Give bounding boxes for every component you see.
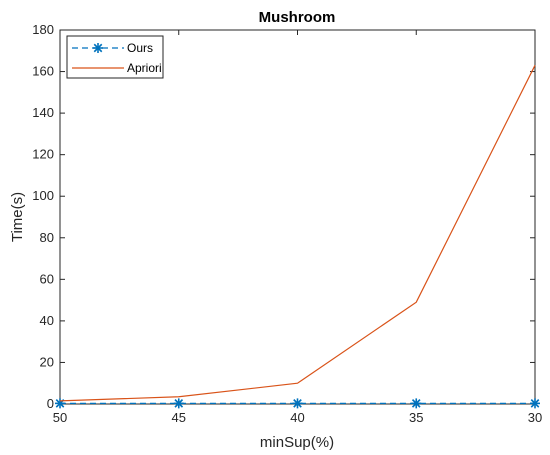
- data-point-ours: [292, 398, 303, 409]
- data-point-ours: [173, 398, 184, 409]
- legend-ours-marker: [93, 43, 103, 53]
- data-point-ours: [530, 398, 540, 409]
- x-tick-label: 35: [409, 410, 423, 425]
- asterisk-marker-icon: [93, 43, 103, 53]
- x-tick-label: 30: [528, 410, 542, 425]
- y-tick-label: 20: [40, 354, 54, 369]
- y-tick-label: 160: [32, 64, 54, 79]
- legend: Ours Apriori: [66, 35, 164, 79]
- y-tick-label: 0: [47, 396, 54, 411]
- y-tick-label: 180: [32, 22, 54, 37]
- x-tick-label: 50: [53, 410, 67, 425]
- data-point-ours: [55, 398, 65, 409]
- y-tick-label: 40: [40, 313, 54, 328]
- y-tick-label: 120: [32, 147, 54, 162]
- x-tick-label: 40: [290, 410, 304, 425]
- chart-title: Mushroom: [259, 9, 336, 26]
- plot-area: [59, 29, 536, 405]
- y-tick-label: 60: [40, 271, 54, 286]
- x-axis-label: minSup(%): [260, 434, 334, 451]
- data-point-ours: [411, 398, 422, 409]
- y-tick-label: 100: [32, 188, 54, 203]
- y-tick-label: 140: [32, 105, 54, 120]
- series-line-apriori: [59, 65, 536, 402]
- legend-ours-label: Ours: [127, 41, 153, 55]
- legend-apriori-label: Apriori: [127, 61, 162, 75]
- y-axis-label: Time(s): [9, 192, 26, 242]
- x-tick-label: 45: [172, 410, 186, 425]
- legend-box: [66, 35, 164, 79]
- series-layer: [55, 65, 540, 409]
- y-axis: 0 20 40 60 80 100 120 140 160 180: [32, 22, 535, 411]
- y-tick-label: 80: [40, 230, 54, 245]
